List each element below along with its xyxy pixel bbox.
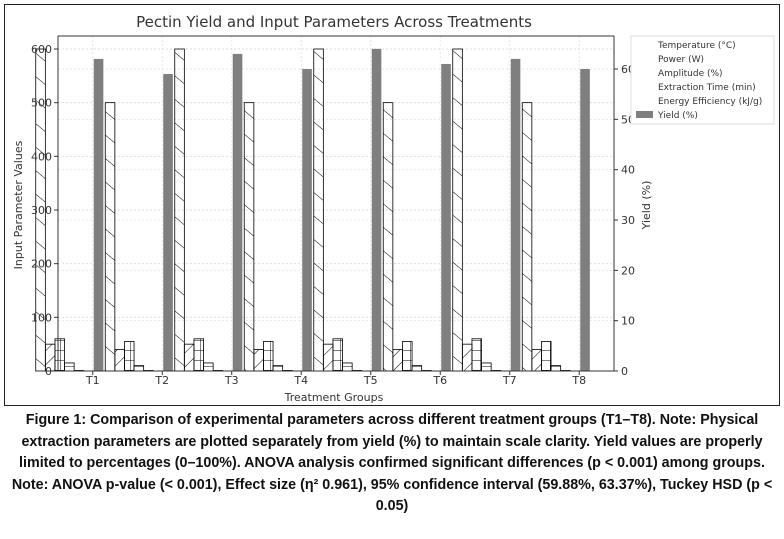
legend-entry: Amplitude (%): [658, 69, 723, 79]
bar-1: [114, 349, 125, 372]
bar-3: [272, 365, 284, 372]
bar-yield: [163, 74, 173, 372]
bar-2: [124, 341, 135, 372]
x-tick-label: T4: [293, 374, 308, 387]
bar-1: [253, 349, 264, 372]
bar-0: [382, 102, 394, 372]
bar-3: [133, 365, 145, 372]
y-tick-label: 0: [45, 365, 52, 378]
legend-entry: Energy Efficiency (kJ/g): [658, 97, 762, 107]
legend-entry: Yield (%): [657, 111, 698, 121]
bar-0: [452, 48, 463, 372]
bar-yield: [232, 53, 243, 372]
legend: Temperature (°C) Power (W) Amplitude (%) Ex…: [630, 35, 775, 125]
bar-3: [342, 362, 353, 372]
bar-1: [183, 343, 195, 372]
x-tick-label: T8: [571, 374, 586, 387]
y-tick-label: 100: [31, 311, 52, 324]
y2-tick-label: 20: [621, 264, 635, 277]
y-tick-label: 400: [31, 150, 52, 163]
y-axis-label: Input Parameter Values: [12, 140, 25, 269]
bar-0: [243, 102, 255, 372]
y-tick-label: 500: [31, 97, 52, 110]
legend-swatch: [636, 111, 653, 118]
x-tick-label: T1: [85, 374, 100, 387]
bar-2: [193, 338, 204, 372]
bar-0: [313, 48, 324, 372]
bar-3: [64, 362, 75, 372]
x-tick-label: T3: [224, 374, 239, 387]
y2-tick-label: 0: [621, 365, 628, 378]
figure-caption: Figure 1: Comparison of experimental par…: [11, 412, 773, 514]
bar-yield: [580, 69, 590, 371]
bar-0: [174, 48, 185, 372]
legend-entry: Power (W): [658, 55, 704, 65]
chart-title: Pectin Yield and Input Parameters Across…: [136, 13, 532, 31]
bar-2: [402, 341, 413, 372]
bar-1: [322, 343, 334, 372]
legend-entry: Extraction Time (min): [658, 83, 756, 93]
bar-0: [521, 102, 533, 372]
bar-yield: [510, 58, 521, 371]
y2-axis-label: Yield (%): [640, 181, 653, 231]
bar-yield: [441, 63, 451, 371]
bar-yield: [371, 48, 382, 371]
x-tick-label: T6: [432, 374, 447, 387]
y-tick-label: 300: [31, 204, 52, 217]
bar-0: [35, 48, 46, 372]
bar-yield: [302, 69, 312, 371]
bar-1: [392, 349, 403, 372]
y2-tick-label: 10: [621, 315, 635, 328]
bar-yield: [93, 58, 104, 371]
x-tick-label: T2: [154, 374, 169, 387]
bar-2: [54, 338, 65, 372]
bar-3: [203, 362, 214, 372]
bar-2: [541, 341, 552, 372]
bar-3: [481, 362, 492, 372]
x-axis-label: Treatment Groups: [284, 391, 384, 404]
y-tick-label: 200: [31, 258, 52, 271]
y-tick-label: 600: [31, 43, 52, 56]
x-tick-label: T5: [363, 374, 378, 387]
bar-1: [531, 349, 542, 372]
bar-2: [332, 338, 343, 372]
chart-frame: [4, 4, 780, 406]
bar-3: [411, 365, 423, 372]
bar-2: [471, 338, 482, 372]
bar-3: [550, 365, 562, 372]
x-tick-label: T7: [502, 374, 517, 387]
legend-entry: Temperature (°C): [657, 41, 736, 51]
bar-1: [461, 343, 473, 372]
bar-2: [263, 341, 274, 372]
bar-0: [104, 102, 116, 372]
y2-tick-label: 30: [621, 214, 635, 227]
y2-tick-label: 40: [621, 164, 635, 177]
